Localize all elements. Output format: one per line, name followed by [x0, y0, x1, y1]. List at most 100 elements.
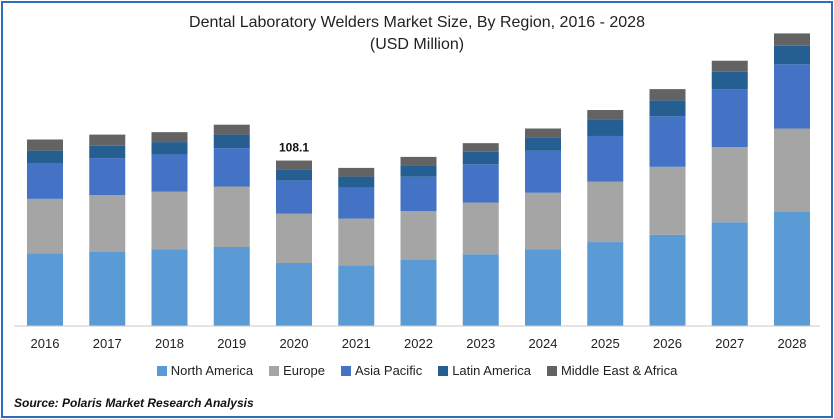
legend-swatch [156, 365, 167, 376]
bar-2018-asia-pacific [151, 154, 188, 192]
legend-swatch [546, 365, 557, 376]
bar-2019-latin-america [213, 134, 250, 149]
bar-2016-latin-america [27, 150, 63, 163]
x-tick-label: 2024 [529, 336, 558, 351]
bar-2023-latin-america [462, 151, 499, 165]
legend-label: Middle East & Africa [560, 363, 678, 378]
bar-2018-europe [151, 191, 188, 250]
bar-2018-middle-east-africa [151, 132, 188, 143]
data-labels: 108.1 [279, 141, 309, 155]
bar-2023-middle-east-africa [462, 143, 499, 152]
bar-2022-asia-pacific [400, 176, 437, 212]
bar-2025-middle-east-africa [587, 110, 624, 120]
bar-2017-asia-pacific [89, 158, 126, 196]
bar-2017-middle-east-africa [89, 134, 126, 146]
bar-2021-asia-pacific [338, 187, 375, 219]
x-tick-label: 2028 [778, 336, 807, 351]
bar-2022-north-america [400, 259, 437, 326]
bar-2028-europe [774, 128, 810, 212]
bar-2027-north-america [711, 222, 748, 326]
bar-2022-europe [400, 211, 437, 260]
x-tick-label: 2022 [404, 336, 433, 351]
bar-2022-middle-east-africa [400, 156, 437, 166]
bar-2023-asia-pacific [462, 164, 499, 203]
bar-2017-europe [89, 195, 126, 252]
bar-2028-asia-pacific [774, 64, 810, 129]
bar-2021-north-america [338, 265, 375, 326]
bar-2024-europe [525, 192, 561, 250]
x-tick-labels: 2016 2017 2018 2019 2020 2021 2022 2023 2024 2025… [31, 336, 807, 351]
bar-2028-north-america [774, 211, 810, 326]
bar-2026-latin-america [649, 100, 686, 117]
legend-item: Middle East & Africa [546, 363, 678, 378]
bar-2027-asia-pacific [711, 89, 748, 148]
bar-2020-asia-pacific [276, 180, 312, 214]
bar-2017-north-america [89, 251, 126, 326]
bar-2018-latin-america [151, 142, 188, 155]
x-tick-label: 2027 [715, 336, 744, 351]
bar-2027-europe [711, 147, 748, 223]
bar-2028-middle-east-africa [774, 33, 810, 46]
bar-2016-asia-pacific [27, 163, 63, 199]
legend: North America Europe Asia Pacific Latin Ame… [0, 363, 834, 378]
bar-2019-europe [213, 186, 250, 247]
bar-2024-middle-east-africa [525, 128, 561, 138]
legend-item: Asia Pacific [341, 363, 422, 378]
bar-2023-north-america [462, 254, 499, 326]
legend-label: North America [170, 363, 254, 378]
bar-2025-latin-america [587, 119, 624, 136]
legend-swatch [341, 365, 351, 376]
bar-group [27, 33, 810, 326]
bar-2018-north-america [151, 249, 188, 326]
bar-2016-north-america [27, 253, 63, 326]
bar-2021-europe [338, 218, 375, 266]
bar-2026-north-america [649, 234, 686, 326]
bar-2026-europe [649, 166, 686, 235]
x-tick-label: 2026 [653, 336, 682, 351]
x-tick-label: 2025 [591, 336, 620, 351]
x-tick-label: 2016 [31, 336, 60, 351]
x-tick-label: 2020 [280, 336, 309, 351]
bar-2022-latin-america [400, 165, 437, 177]
chart-subtitle: (USD Million) [369, 36, 465, 53]
bar-2026-middle-east-africa [649, 89, 686, 101]
x-tick-label: 2019 [217, 336, 246, 351]
bar-2020-europe [276, 213, 312, 263]
bar-2021-middle-east-africa [338, 167, 375, 177]
data-label: 108.1 [279, 141, 309, 155]
legend-label: Europe [283, 363, 325, 378]
legend-item: North America [156, 363, 254, 378]
bar-2020-middle-east-africa [276, 160, 312, 170]
bar-2020-latin-america [276, 169, 312, 181]
x-tick-label: 2018 [155, 336, 184, 351]
bar-2025-north-america [587, 242, 624, 326]
legend-swatch [438, 365, 449, 376]
chart-title-block: Dental Laboratory Welders Market Size, B… [0, 12, 834, 56]
bar-2017-latin-america [89, 145, 126, 159]
bar-2016-europe [27, 198, 63, 254]
legend-swatch [269, 365, 280, 376]
bar-2026-asia-pacific [649, 116, 686, 167]
bar-2025-asia-pacific [587, 135, 624, 182]
bar-2025-europe [587, 181, 624, 243]
x-tick-label: 2021 [342, 336, 371, 351]
bar-2024-asia-pacific [525, 150, 561, 193]
bar-2023-europe [462, 202, 499, 255]
bar-2027-middle-east-africa [711, 60, 748, 72]
chart-title: Dental Laboratory Welders Market Size, B… [189, 14, 645, 31]
bar-2020-north-america [276, 262, 312, 326]
bar-2024-north-america [525, 249, 561, 326]
legend-item: Europe [269, 363, 325, 378]
bar-2019-asia-pacific [213, 148, 250, 187]
source-note: Source: Polaris Market Research Analysis [14, 396, 254, 410]
legend-label: Latin America [452, 363, 531, 378]
bar-2028-latin-america [774, 45, 810, 65]
x-tick-label: 2023 [466, 336, 495, 351]
bar-2027-latin-america [711, 71, 748, 90]
legend-item: Latin America [438, 363, 531, 378]
bar-2016-middle-east-africa [27, 139, 63, 151]
bar-2024-latin-america [525, 137, 561, 151]
bar-2019-middle-east-africa [213, 124, 250, 135]
bar-2019-north-america [213, 246, 250, 326]
